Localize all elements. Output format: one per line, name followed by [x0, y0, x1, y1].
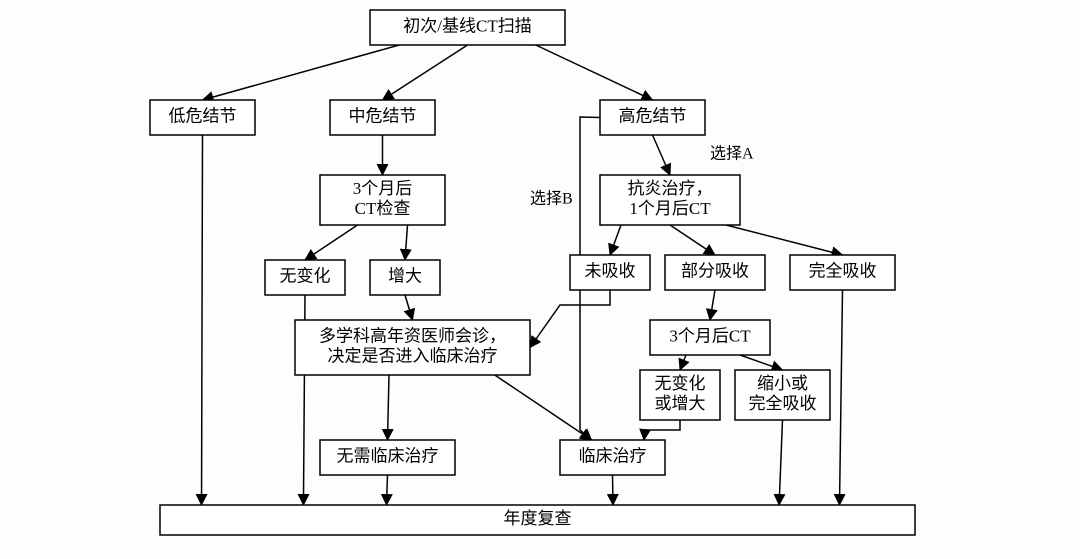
- node-shrink: 缩小或完全吸收: [735, 370, 830, 420]
- node-grow: 增大: [370, 260, 440, 295]
- node-pabs: 部分吸收: [665, 255, 765, 290]
- flow-edge: [613, 475, 614, 505]
- node-label: 多学科高年资医师会诊，: [319, 326, 506, 345]
- node-label: 缩小或: [757, 374, 808, 393]
- node-anti: 抗炎治疗，1个月后CT: [600, 175, 740, 225]
- flow-edge: [670, 225, 715, 255]
- flow-edge: [405, 225, 408, 260]
- node-label: 无变化: [655, 374, 706, 393]
- flow-edge: [383, 45, 468, 100]
- flow-edge: [203, 45, 400, 100]
- flow-edge: [305, 225, 358, 260]
- flow-edge: [536, 45, 653, 100]
- flow-edge: [405, 295, 413, 320]
- node-label: 低危结节: [169, 106, 237, 125]
- node-root: 初次/基线CT扫描: [370, 10, 565, 45]
- node-label: CT检查: [355, 199, 411, 218]
- node-label: 初次/基线CT扫描: [403, 16, 531, 35]
- node-label: 或增大: [655, 394, 706, 413]
- node-label: 抗炎治疗，: [628, 179, 713, 198]
- node-label: 无需临床治疗: [337, 446, 439, 465]
- flow-edge: [740, 355, 783, 370]
- flow-edge: [530, 290, 610, 348]
- flow-edge: [840, 290, 843, 505]
- node-ct3b: 3个月后CT: [650, 320, 770, 355]
- flow-edge: [202, 135, 203, 505]
- flow-edge: [710, 290, 715, 320]
- node-fabs: 完全吸收: [790, 255, 895, 290]
- node-label: 高危结节: [619, 106, 687, 125]
- flow-edge: [495, 375, 592, 440]
- node-unabs: 未吸收: [570, 255, 650, 290]
- edge-label-optB: 选择B: [530, 190, 573, 208]
- edge-label-optA: 选择A: [710, 145, 754, 163]
- node-label: 1个月后CT: [629, 199, 711, 218]
- node-label: 完全吸收: [749, 394, 817, 413]
- node-label: 未吸收: [585, 261, 636, 280]
- node-mid: 中危结节: [330, 100, 435, 135]
- node-label: 中危结节: [349, 106, 417, 125]
- node-label: 部分吸收: [681, 261, 749, 280]
- flow-edge: [779, 420, 782, 505]
- node-annual: 年度复查: [160, 505, 915, 535]
- node-high: 高危结节: [600, 100, 705, 135]
- node-label: 3个月后CT: [669, 326, 751, 345]
- node-nocli: 无需临床治疗: [320, 440, 455, 475]
- node-consult: 多学科高年资医师会诊，决定是否进入临床治疗: [295, 320, 530, 375]
- node-ncg: 无变化或增大: [640, 370, 720, 420]
- node-label: 决定是否进入临床治疗: [328, 346, 498, 365]
- node-label: 3个月后: [353, 179, 413, 198]
- flow-edge: [680, 355, 686, 370]
- node-label: 完全吸收: [809, 261, 877, 280]
- node-label: 无变化: [280, 266, 331, 285]
- flow-edge: [387, 475, 388, 505]
- flowchart-canvas: 初次/基线CT扫描低危结节 中危结节 高危结节 3个月后CT检查无变化 增大多学科高年资…: [0, 0, 1080, 559]
- node-cli: 临床治疗: [560, 440, 665, 475]
- flow-edge: [726, 225, 843, 255]
- flow-edge: [644, 420, 680, 440]
- flow-edge: [388, 375, 390, 440]
- node-label: 临床治疗: [579, 446, 647, 465]
- node-ct3: 3个月后CT检查: [320, 175, 445, 225]
- node-label: 年度复查: [504, 509, 572, 528]
- node-label: 增大: [388, 266, 422, 285]
- flow-edge: [610, 225, 621, 255]
- node-nochg: 无变化: [265, 260, 345, 295]
- node-low: 低危结节: [150, 100, 255, 135]
- flow-edge: [653, 135, 671, 175]
